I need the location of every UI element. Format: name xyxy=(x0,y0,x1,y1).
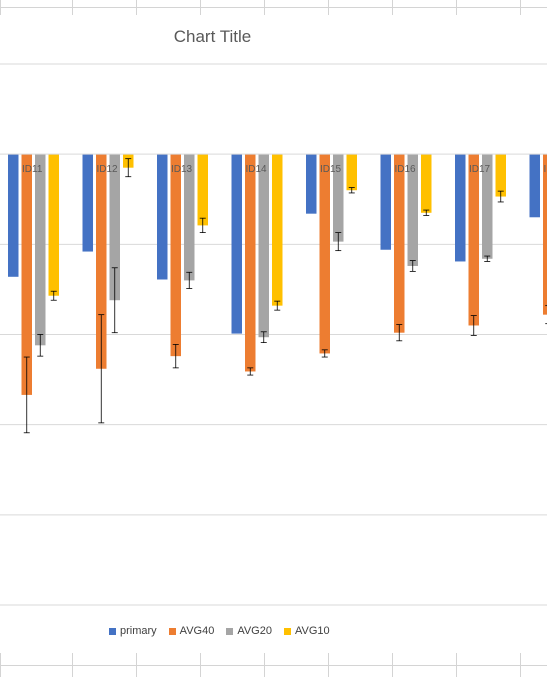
bar xyxy=(380,154,391,250)
legend-swatch xyxy=(109,627,116,635)
bar xyxy=(157,154,168,280)
bar xyxy=(346,154,357,191)
category-label: ID11 xyxy=(22,164,43,175)
bar xyxy=(197,154,208,226)
bar xyxy=(258,154,269,338)
bar xyxy=(421,154,432,213)
bar xyxy=(333,154,344,242)
bar xyxy=(529,154,540,218)
category-label: ID13 xyxy=(171,164,193,175)
legend-swatch xyxy=(283,627,291,635)
legend-label: AVG20 xyxy=(237,625,272,637)
bar xyxy=(407,154,418,266)
chart-plot: ID11 ID12 ID13 ID14 ID15 ID16 ID17 ID18 xyxy=(0,63,547,606)
bar xyxy=(543,154,547,315)
legend-label: primary xyxy=(120,625,157,637)
bar xyxy=(8,154,19,277)
chart-title: Chart Title xyxy=(173,27,252,46)
bar xyxy=(170,154,181,357)
category-label: ID16 xyxy=(395,164,417,175)
bar xyxy=(231,154,242,334)
category-label: ID15 xyxy=(320,164,342,175)
bar xyxy=(495,154,506,197)
bar xyxy=(82,154,93,252)
bar xyxy=(48,154,59,296)
chart-area[interactable]: ID11 ID12 ID13 ID14 ID15 ID16 ID17 ID18 Chart T… xyxy=(0,15,547,653)
legend-item: AVG10 xyxy=(283,625,330,637)
category-label: ID12 xyxy=(97,164,119,175)
category-label: ID17 xyxy=(469,164,491,175)
legend-label: AVG10 xyxy=(294,625,330,637)
legend-swatch xyxy=(226,627,234,635)
bar xyxy=(96,154,107,369)
bar xyxy=(319,154,330,354)
bar xyxy=(109,154,120,301)
bar xyxy=(245,154,256,372)
bar xyxy=(272,154,283,306)
legend-item: AVG40 xyxy=(168,625,215,637)
legend-label: AVG40 xyxy=(179,625,215,637)
legend-item: primary xyxy=(109,625,157,637)
legend-item: AVG20 xyxy=(226,625,272,637)
legend-swatch xyxy=(168,627,176,635)
category-label: ID18 xyxy=(544,164,547,175)
bar xyxy=(482,154,493,259)
category-label: ID14 xyxy=(246,164,268,175)
bar xyxy=(21,154,32,395)
legend: primary AVG40 AVG20 AVG10 xyxy=(109,624,342,638)
bar xyxy=(455,154,466,262)
bar xyxy=(306,154,317,214)
bar xyxy=(35,154,46,346)
bar xyxy=(468,154,479,326)
bar xyxy=(184,154,195,281)
bar xyxy=(394,154,405,333)
